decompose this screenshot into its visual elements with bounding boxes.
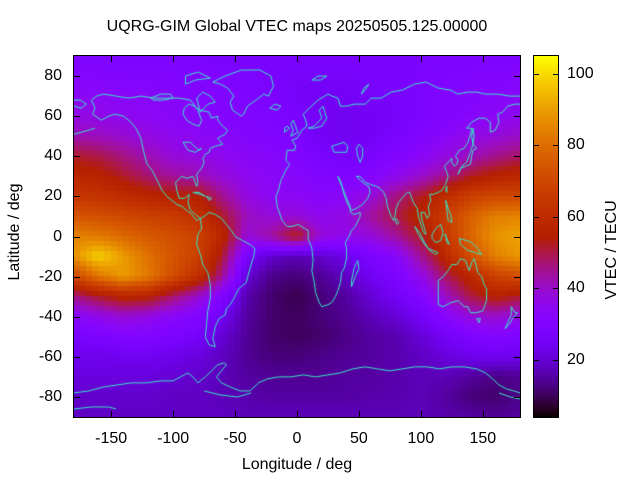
x-tick-mark xyxy=(358,411,360,417)
colorbar-tick-mark xyxy=(553,145,558,147)
y-tick-mark xyxy=(514,236,520,238)
x-tick-mark xyxy=(420,56,422,62)
colorbar-tick-mark xyxy=(534,73,539,75)
x-tick-label: -50 xyxy=(223,430,247,447)
chart-title: UQRG-GIM Global VTEC maps 20250505.125.0… xyxy=(106,18,488,35)
y-tick-mark xyxy=(514,396,520,398)
x-tick-mark xyxy=(358,56,360,62)
colorbar-tick-label: 60 xyxy=(567,207,585,225)
y-tick-mark xyxy=(74,76,80,78)
y-tick-mark xyxy=(74,236,80,238)
y-tick-label: 60 xyxy=(44,107,62,125)
colorbar-tick-mark xyxy=(553,288,558,290)
x-tick-mark xyxy=(297,411,298,417)
y-tick-label: 20 xyxy=(44,187,62,205)
y-tick-mark xyxy=(74,116,80,118)
x-tick-mark xyxy=(173,411,175,417)
y-tick-mark xyxy=(514,316,520,318)
colorbar-tick-label: 40 xyxy=(567,279,585,297)
colorbar-tick-label: 80 xyxy=(567,136,585,154)
y-tick-mark xyxy=(74,356,80,358)
y-tick-mark xyxy=(514,116,520,118)
y-tick-mark xyxy=(514,276,520,278)
y-tick-label: -60 xyxy=(38,347,62,365)
colorbar-tick-label: 100 xyxy=(567,64,594,82)
y-tick-label: -20 xyxy=(38,267,62,285)
x-tick-mark xyxy=(111,56,113,62)
y-tick-label: -40 xyxy=(38,307,62,325)
y-tick-mark xyxy=(514,196,520,198)
colorbar-tick-mark xyxy=(534,359,539,361)
colorbar-tick-label: 20 xyxy=(567,350,585,368)
y-tick-mark xyxy=(74,396,80,398)
colorbar-gradient-canvas xyxy=(534,56,558,417)
colorbar-frame xyxy=(533,55,559,418)
y-tick-mark xyxy=(74,156,80,158)
x-tick-label: -150 xyxy=(95,430,128,447)
y-tick-label: 40 xyxy=(44,147,62,165)
x-tick-mark xyxy=(235,56,237,62)
x-tick-label: 0 xyxy=(292,430,302,447)
x-tick-mark xyxy=(111,411,113,417)
x-tick-mark xyxy=(297,56,298,62)
colorbar-tick-mark xyxy=(553,216,558,218)
x-tick-label: 150 xyxy=(469,430,497,447)
colorbar-tick-mark xyxy=(553,359,558,361)
x-tick-mark xyxy=(420,411,422,417)
y-tick-mark xyxy=(514,76,520,78)
x-tick-label: 100 xyxy=(407,430,435,447)
colorbar-tick-mark xyxy=(534,145,539,147)
y-tick-label: -80 xyxy=(38,387,62,405)
y-tick-label: 80 xyxy=(44,67,62,85)
y-tick-mark xyxy=(514,156,520,158)
y-tick-mark xyxy=(74,196,80,198)
x-tick-mark xyxy=(482,411,484,417)
x-axis-label: Longitude / deg xyxy=(241,456,353,473)
x-tick-label: -100 xyxy=(157,430,190,447)
colorbar-tick-mark xyxy=(553,73,558,75)
colorbar-tick-mark xyxy=(534,288,539,290)
y-tick-mark xyxy=(514,356,520,358)
y-tick-label: 0 xyxy=(53,227,62,245)
x-tick-mark xyxy=(173,56,175,62)
y-tick-mark xyxy=(74,316,80,318)
plot-frame xyxy=(73,55,521,418)
x-tick-mark xyxy=(235,411,237,417)
vtec-heatmap-canvas xyxy=(74,56,520,417)
y-tick-mark xyxy=(74,276,80,278)
x-tick-mark xyxy=(482,56,484,62)
x-tick-label: 50 xyxy=(350,430,368,447)
colorbar-tick-mark xyxy=(534,216,539,218)
